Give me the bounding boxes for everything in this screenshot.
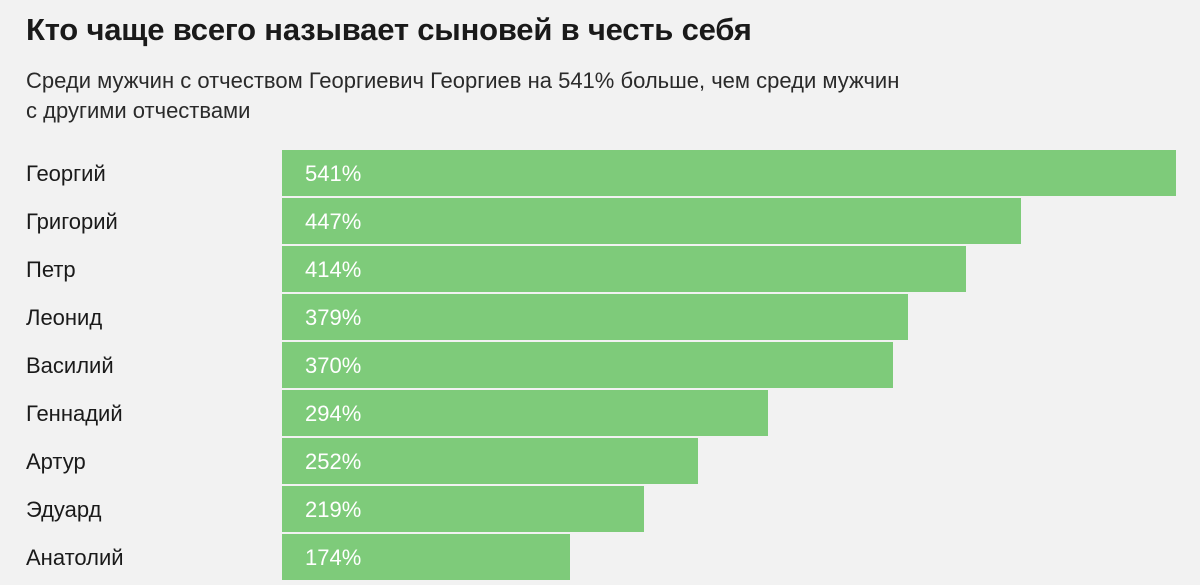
bar-row: Геннадий 294% [0,390,1200,436]
value-label: 379% [305,305,362,330]
bar [282,294,908,340]
value-label: 447% [305,209,362,234]
value-label: 294% [305,401,362,426]
bar [282,534,570,580]
bar [282,438,698,484]
value-label: 174% [305,545,362,570]
bar [282,246,966,292]
bar [282,486,644,532]
bar-row: Леонид 379% [0,294,1200,340]
bar [282,198,1021,244]
category-label: Георгий [26,161,106,186]
value-label: 414% [305,257,362,282]
category-label: Петр [26,257,76,282]
bar [282,390,768,436]
category-label: Эдуард [26,497,102,522]
chart-title: Кто чаще всего называет сыновей в честь … [26,12,752,47]
bar [282,150,1176,196]
bar-row: Георгий 541% [0,150,1200,196]
subtitle-line-1: Среди мужчин с отчеством Георгиевич Геор… [26,68,900,93]
value-label: 219% [305,497,362,522]
bar-row: Григорий 447% [0,198,1200,244]
bar-chart: Георгий 541% Григорий 447% Петр 414% Леонид 379… [0,150,1200,585]
chart-subtitle: Среди мужчин с отчеством Георгиевич Геор… [26,66,1126,126]
value-label: 252% [305,449,362,474]
bar [282,342,893,388]
category-label: Анатолий [26,545,124,570]
bar-row: Эдуард 219% [0,486,1200,532]
bar-row: Анатолий 174% [0,534,1200,580]
subtitle-line-2: с другими отчествами [26,98,251,123]
value-label: 541% [305,161,362,186]
bar-row: Артур 252% [0,438,1200,484]
bar-row: Василий 370% [0,342,1200,388]
value-label: 370% [305,353,362,378]
category-label: Василий [26,353,114,378]
category-label: Геннадий [26,401,123,426]
bar-row: Петр 414% [0,246,1200,292]
category-label: Артур [26,449,86,474]
category-label: Григорий [26,209,118,234]
category-label: Леонид [26,305,103,330]
